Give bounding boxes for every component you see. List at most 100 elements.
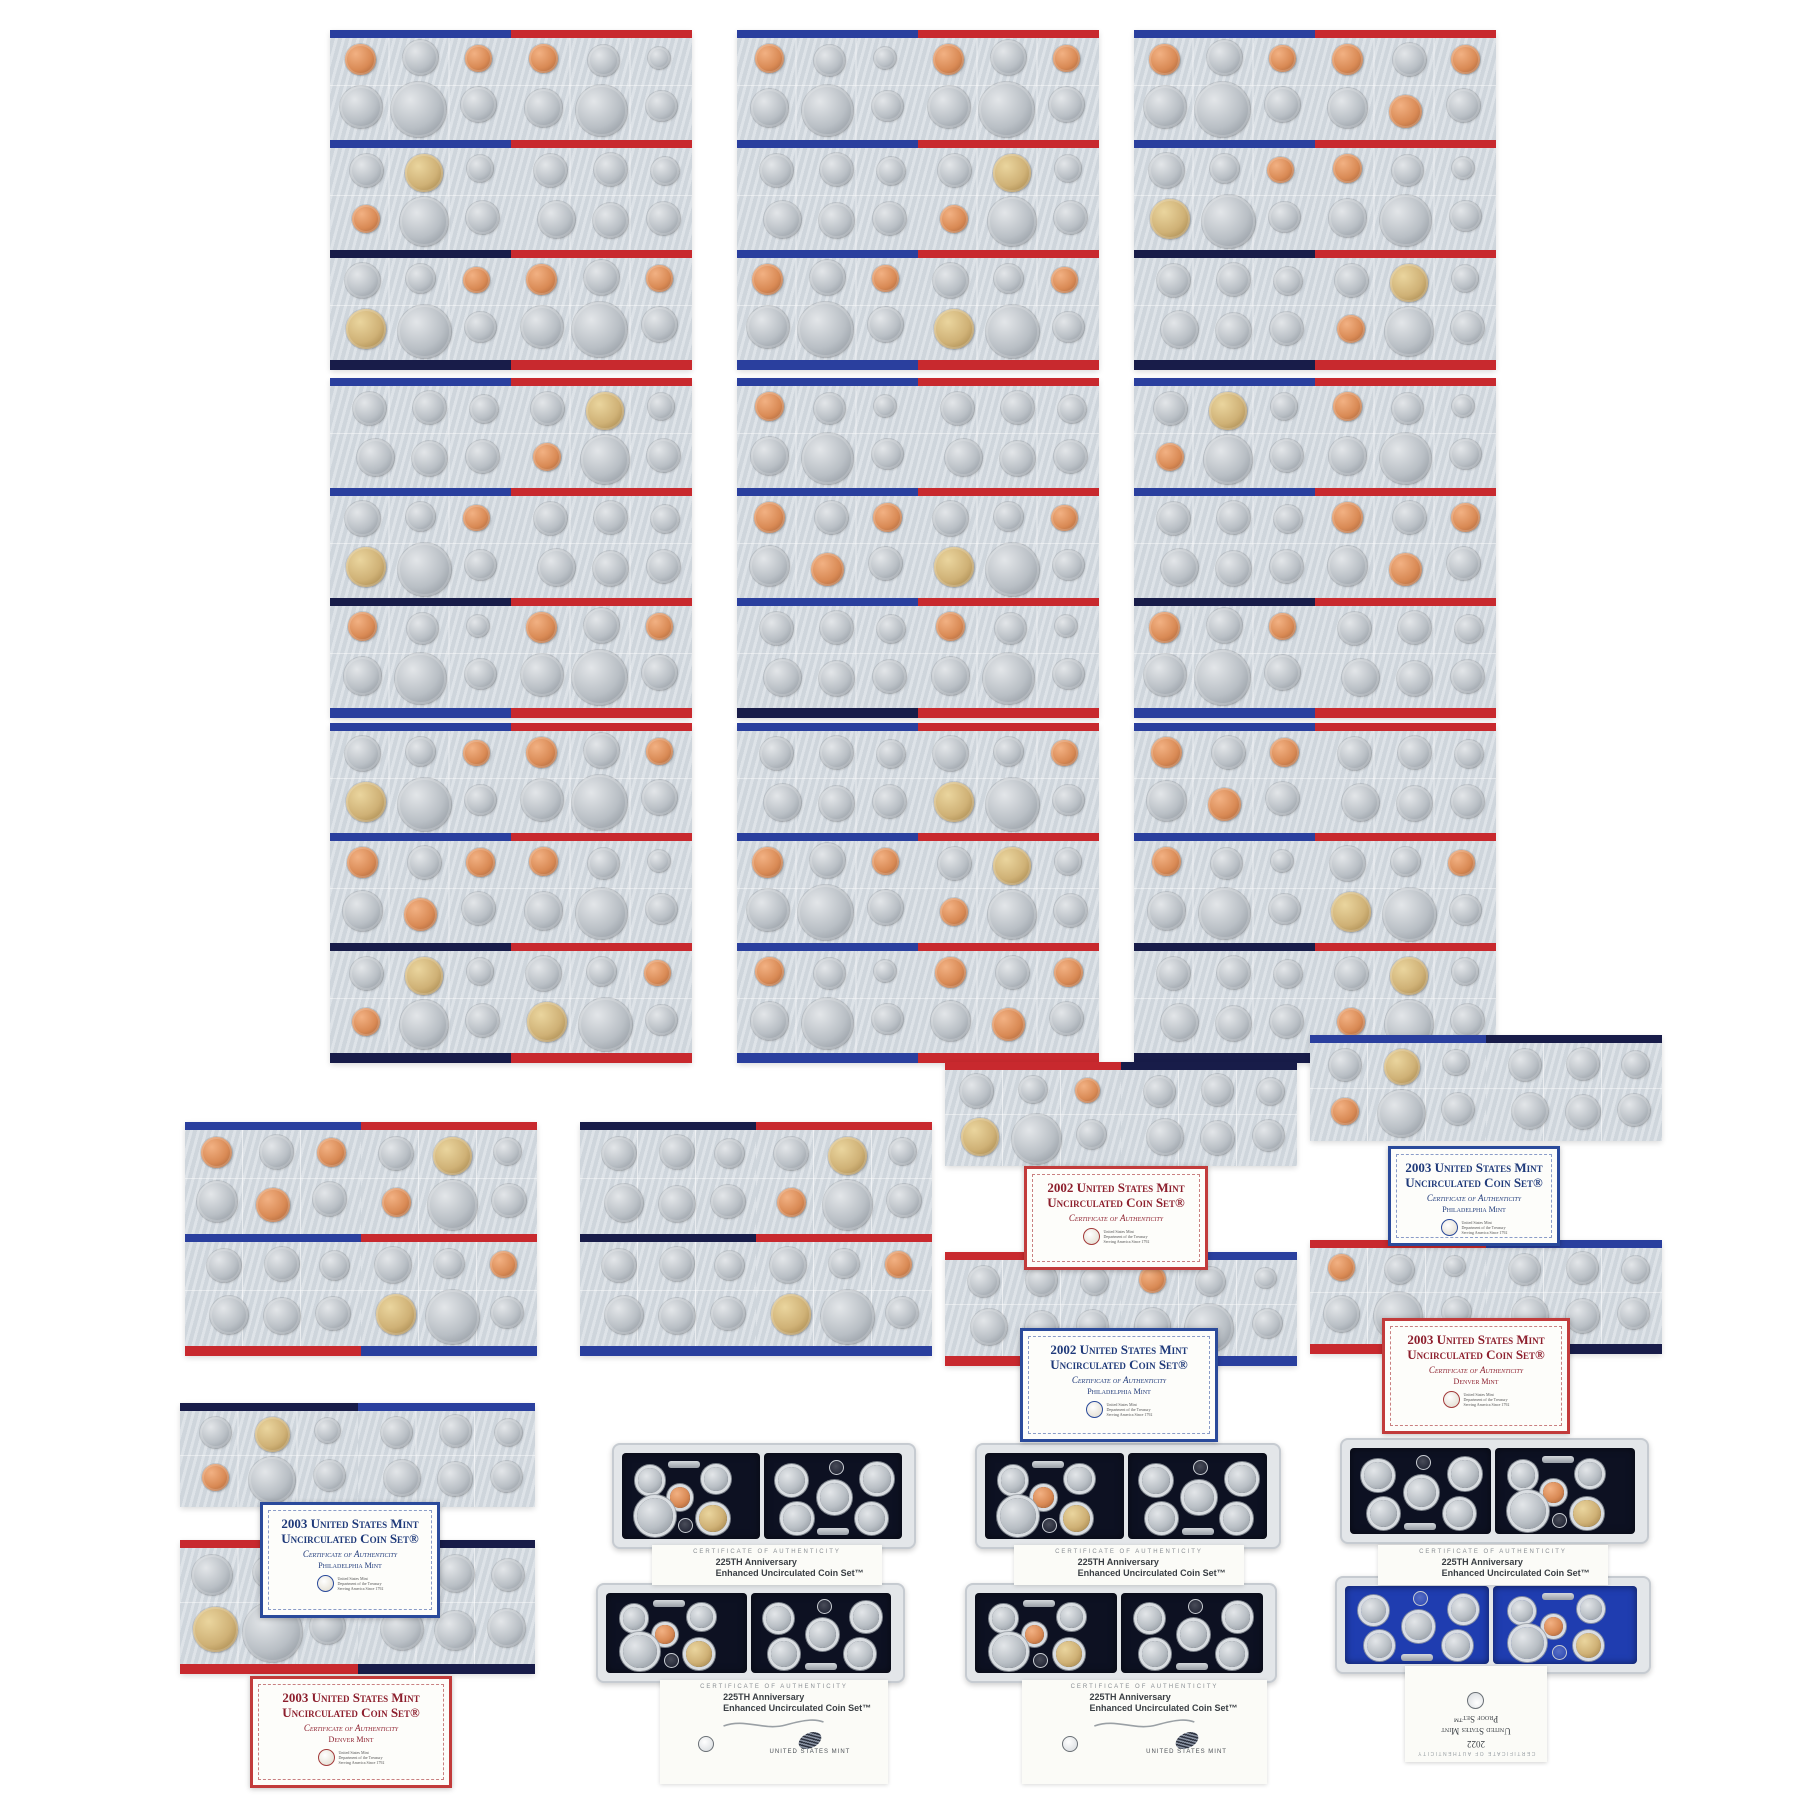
- coin: [1160, 548, 1198, 586]
- coin: [802, 85, 853, 136]
- pack-seal-strip-red: [1315, 833, 1496, 841]
- coin: [525, 956, 562, 992]
- coin: [971, 1309, 1007, 1345]
- mint-set-pack: [330, 378, 692, 718]
- coin: [934, 547, 974, 587]
- coin: [1271, 849, 1294, 872]
- coin: [406, 613, 438, 645]
- pack-panel: [737, 833, 918, 943]
- coin: [1052, 658, 1084, 690]
- coin: [1252, 1309, 1282, 1339]
- pack-seal-strip-red: [511, 378, 692, 386]
- coin: [985, 305, 1039, 358]
- coin: [1578, 1461, 1603, 1486]
- coin: [820, 611, 854, 645]
- pack-panel: [1315, 378, 1496, 488]
- coin: [436, 1554, 474, 1593]
- lens-plaque: [1176, 1662, 1208, 1670]
- certificate-title-line1: 2003 United States Mint: [281, 1516, 419, 1531]
- coin: [1396, 660, 1433, 696]
- coin: [690, 1605, 713, 1629]
- mint-seal-icon: [317, 1749, 335, 1767]
- coin: [1334, 264, 1368, 298]
- pack-seal-strip-red: [511, 598, 692, 606]
- coin: [1338, 612, 1372, 646]
- coin: [769, 1247, 806, 1284]
- coin: [344, 501, 381, 537]
- coin: [1565, 1095, 1600, 1130]
- coin: [885, 1250, 912, 1278]
- coin: [802, 998, 853, 1049]
- coin: [465, 45, 492, 72]
- mint-seal-icon: [663, 1653, 679, 1669]
- certificate-border: 2002 United States Mint Uncirculated Coin…: [1028, 1336, 1210, 1434]
- coin: [314, 1417, 340, 1443]
- coin: [968, 1265, 1000, 1297]
- coin: [872, 659, 906, 693]
- coin: [1566, 1047, 1599, 1080]
- coin: [771, 1641, 797, 1667]
- certificate-2022-proof-set: CERTIFICATE OF AUTHENTICITY 2022 United St…: [1405, 1666, 1547, 1762]
- coin: [1450, 310, 1484, 344]
- certificate-mint-line: Philadelphia Mint: [1087, 1387, 1151, 1397]
- anniversary-title-line1: 225TH Anniversary: [715, 1557, 797, 1567]
- coin: [376, 1294, 417, 1335]
- anniversary-title-line1: 225TH Anniversary: [723, 1692, 805, 1702]
- mint-set-pack: [330, 30, 692, 370]
- anniversary-title-line2: Enhanced Uncirculated Coin Set™: [1441, 1568, 1590, 1579]
- coin: [342, 891, 383, 931]
- coin: [527, 1002, 567, 1042]
- coin: [1269, 45, 1296, 72]
- coin: [312, 1182, 347, 1217]
- coin: [1196, 1266, 1226, 1296]
- coin: [755, 957, 784, 986]
- pack-panel: [580, 1234, 756, 1346]
- coin: [1511, 1626, 1544, 1660]
- coin: [990, 39, 1027, 76]
- mint-seal-icon: [1062, 1735, 1079, 1752]
- coin: [1450, 659, 1484, 693]
- coin: [397, 543, 451, 596]
- seal-text-line: Department of the Treasury: [1103, 1234, 1148, 1239]
- coin: [1361, 1598, 1387, 1624]
- coin: [645, 893, 677, 925]
- coin: [467, 958, 494, 985]
- certificate-coa-line: Certificate of Authenticity: [303, 1723, 399, 1734]
- mint-mark-group: UNITED STATES MINT: [1146, 1728, 1227, 1755]
- coin: [937, 154, 971, 188]
- pack-panel: [737, 250, 918, 360]
- certificate-2003-uncirculated-philadelphia-left: 2003 United States Mint Uncirculated Coin…: [260, 1502, 440, 1618]
- coin: [641, 780, 677, 816]
- coin: [934, 782, 974, 822]
- coin: [1380, 195, 1431, 246]
- mint-seal-icon: [1187, 1598, 1203, 1614]
- coin: [1203, 435, 1253, 484]
- certificate-225th-anniversary: CERTIFICATE OF AUTHENTICITY 225TH Anniver…: [1022, 1680, 1267, 1784]
- coin: [1136, 1605, 1163, 1632]
- coin: [583, 259, 620, 296]
- anniversary-title-line1: 225TH Anniversary: [1089, 1692, 1171, 1702]
- coin: [1331, 1097, 1359, 1126]
- coin: [1254, 1267, 1276, 1289]
- pack-panel: [511, 250, 692, 360]
- coin: [987, 890, 1037, 939]
- coin: [1390, 264, 1428, 302]
- coin: [771, 1294, 812, 1335]
- mint-set-pack: [1134, 378, 1496, 718]
- proof-set-lens: [596, 1583, 905, 1683]
- lens-panel: [1121, 1593, 1263, 1673]
- pack-seal-strip-navy: [330, 250, 511, 258]
- coin: [749, 546, 790, 586]
- coin: [1328, 437, 1367, 475]
- coin: [320, 1250, 350, 1280]
- coin: [397, 778, 451, 831]
- pack-panel: [361, 1122, 537, 1234]
- coin: [1573, 1499, 1601, 1528]
- coin: [1051, 504, 1078, 531]
- coin: [1265, 782, 1299, 816]
- coin: [1334, 957, 1368, 991]
- coin: [1055, 848, 1082, 875]
- coin: [637, 1468, 662, 1493]
- coin: [1391, 155, 1423, 187]
- pack-bottom-strip-red: [511, 360, 692, 370]
